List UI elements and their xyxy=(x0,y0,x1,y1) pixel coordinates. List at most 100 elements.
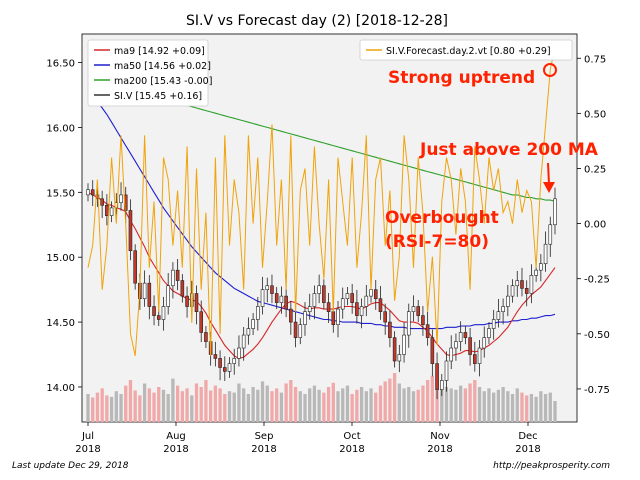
volume-bar xyxy=(251,387,255,422)
candle-body xyxy=(180,280,185,297)
volume-bar xyxy=(171,378,175,422)
volume-bar xyxy=(473,380,477,422)
candle-body xyxy=(331,311,336,325)
volume-bar xyxy=(369,388,373,422)
volume-bar xyxy=(109,396,114,422)
y-tick-label: 16.00 xyxy=(46,123,75,134)
annotation-just-above-200ma: Just above 200 MA xyxy=(419,140,599,160)
candle-body xyxy=(246,328,251,336)
volume-bar xyxy=(374,392,378,422)
footer-last-update: Last update Dec 29, 2018 xyxy=(12,461,129,471)
volume-bar xyxy=(317,389,321,422)
candle-body xyxy=(156,315,161,320)
candle-body xyxy=(543,243,548,264)
volume-bar xyxy=(208,390,213,422)
volume-bar xyxy=(501,387,505,422)
y2-tick-label: 0.75 xyxy=(584,54,606,65)
annotation-overbought: Overbought xyxy=(385,208,499,228)
legend-left: ma9 [14.92 +0.09] ma50 [14.56 +0.02] ma2… xyxy=(87,39,212,107)
volume-bar xyxy=(444,387,449,422)
candle-body xyxy=(355,302,359,316)
candle-body xyxy=(524,288,529,294)
annotation-circle-marker xyxy=(543,63,557,77)
candle-body xyxy=(473,354,477,364)
volume-bar xyxy=(293,387,298,422)
annotation-rsi: (RSI-7=80) xyxy=(385,232,489,252)
legend-right: SI.V.Forecast.day.2.vt [0.80 +0.29] xyxy=(359,39,573,61)
forecast-line xyxy=(87,47,556,357)
ma9-line xyxy=(87,191,556,359)
volume-bar xyxy=(223,394,227,422)
x-tick-label-month: Jul xyxy=(81,431,94,442)
candle-body xyxy=(274,293,279,303)
volume-bar xyxy=(392,373,397,422)
candle-body xyxy=(454,341,458,349)
volume-bar xyxy=(260,381,265,422)
candle-body xyxy=(298,324,303,338)
candle-body xyxy=(260,289,265,307)
volume-bar xyxy=(194,383,199,422)
y-tick-label: 15.50 xyxy=(46,188,75,199)
candle-body xyxy=(326,302,331,312)
candle-body xyxy=(185,295,189,307)
candle-body xyxy=(430,337,435,364)
candle-body xyxy=(336,308,340,325)
candle-body xyxy=(520,280,524,289)
x-tick-label-year: 2018 xyxy=(163,444,188,455)
candle-body xyxy=(482,337,487,349)
candle-body xyxy=(421,315,425,325)
candle-body xyxy=(317,285,321,294)
x-tick-label-month: Oct xyxy=(343,431,360,442)
x-tick-label-month: Dec xyxy=(518,431,537,442)
annotation-strong-uptrend: Strong uptrend xyxy=(388,68,535,88)
volume-bar xyxy=(487,388,491,422)
candle-body xyxy=(496,311,501,320)
candle-body xyxy=(411,306,416,312)
candle-body xyxy=(388,321,392,338)
candle-body xyxy=(340,298,345,310)
volume-bar xyxy=(529,394,534,422)
candle-body xyxy=(553,198,557,226)
volume-bar xyxy=(534,396,538,422)
candle-body xyxy=(548,224,553,245)
volume-bar xyxy=(166,394,170,422)
volume-bar xyxy=(161,389,166,422)
volume-bar xyxy=(388,378,392,422)
y-tick-label: 15.00 xyxy=(46,253,75,264)
candle-body xyxy=(458,332,463,342)
volume-bar xyxy=(265,385,269,422)
candle-body xyxy=(364,295,369,307)
legend-label-ma9: ma9 [14.92 +0.09] xyxy=(114,46,205,57)
volume-bar xyxy=(525,395,529,422)
legend-left-box xyxy=(87,39,209,107)
candle-body xyxy=(383,311,387,323)
candle-body xyxy=(303,311,307,325)
volume-bar xyxy=(227,391,232,422)
candlesticks xyxy=(86,180,557,400)
volume-bar xyxy=(397,383,401,422)
volume-bar xyxy=(185,388,189,422)
candle-body xyxy=(227,363,232,372)
candle-body xyxy=(133,250,137,284)
volume-bar xyxy=(482,391,486,422)
volume-bar xyxy=(213,385,218,422)
candle-body xyxy=(501,306,505,312)
candle-body xyxy=(175,269,180,281)
legend-label-forecast: SI.V.Forecast.day.2.vt [0.80 +0.29] xyxy=(386,46,551,57)
candle-body xyxy=(119,194,123,203)
candle-body xyxy=(449,347,454,362)
candle-body xyxy=(241,334,246,349)
candle-body xyxy=(510,285,515,297)
volume-bar xyxy=(326,387,331,422)
candle-body xyxy=(529,275,534,294)
volume-bar xyxy=(416,389,420,422)
y-tick-label: 14.50 xyxy=(46,318,75,329)
footer-source[interactable]: http://peakprosperity.com xyxy=(493,461,610,471)
volume-bar xyxy=(86,394,90,422)
volume-bar xyxy=(402,388,406,422)
volume-bar xyxy=(95,392,100,422)
candle-body xyxy=(435,363,439,390)
volume-bar xyxy=(322,392,326,422)
candle-body xyxy=(534,269,538,276)
volume-bar xyxy=(270,391,274,422)
